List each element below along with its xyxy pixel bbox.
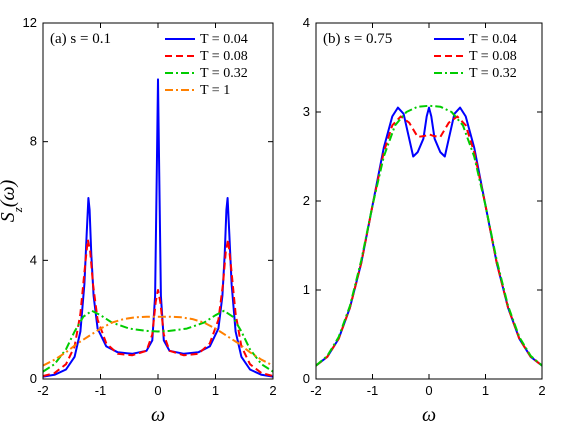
x-axis-label: ω bbox=[422, 404, 436, 426]
series-line-1 bbox=[316, 106, 542, 367]
x-tick-label: -1 bbox=[95, 383, 107, 398]
x-tick-label: 0 bbox=[154, 383, 161, 398]
x-axis-label: ω bbox=[151, 404, 165, 426]
x-tick-label: 2 bbox=[269, 383, 276, 398]
series-line-2 bbox=[316, 115, 542, 367]
x-tick-label: -1 bbox=[367, 383, 379, 398]
y-tick-label: 3 bbox=[303, 104, 310, 119]
x-tick-label: 1 bbox=[482, 383, 489, 398]
legend-entry: T = 0.08 bbox=[469, 49, 517, 64]
y-tick-label: 0 bbox=[303, 371, 310, 386]
legend-entry: T = 1 bbox=[200, 83, 230, 98]
legend-entry: T = 0.08 bbox=[200, 49, 248, 64]
legend-entry: T = 0.32 bbox=[200, 66, 248, 81]
series-line-3 bbox=[43, 309, 273, 373]
y-tick-label: 1 bbox=[303, 282, 310, 297]
x-tick-label: 1 bbox=[212, 383, 219, 398]
legend-entry: T = 0.32 bbox=[469, 66, 517, 81]
series-line-4 bbox=[43, 315, 273, 367]
y-tick-label: 2 bbox=[303, 193, 310, 208]
legend-entry: T = 0.04 bbox=[200, 32, 248, 47]
series-line-2 bbox=[43, 238, 273, 377]
panel-a: -2-101204812ωSz(ω)(a) s = 0.1T = 0.04T =… bbox=[0, 15, 277, 426]
y-tick-label: 8 bbox=[30, 134, 37, 149]
series-line-1 bbox=[43, 78, 273, 378]
series-line-3 bbox=[316, 104, 542, 367]
x-tick-label: -2 bbox=[310, 383, 322, 398]
panel-label: (b) s = 0.75 bbox=[323, 31, 392, 47]
y-axis-label: Sz(ω) bbox=[0, 179, 25, 222]
y-tick-label: 12 bbox=[23, 15, 37, 30]
y-tick-label: 0 bbox=[30, 371, 37, 386]
legend: T = 0.04 T = 0.08 T = 0.32 bbox=[434, 32, 517, 81]
x-tick-label: 0 bbox=[425, 383, 432, 398]
y-tick-label: 4 bbox=[303, 15, 310, 30]
y-tick-label: 4 bbox=[30, 252, 37, 267]
x-tick-label: -2 bbox=[37, 383, 49, 398]
panel-label: (a) s = 0.1 bbox=[50, 31, 111, 47]
legend: T = 0.04 T = 0.08 T = 0.32 T = 1 bbox=[165, 32, 248, 98]
x-tick-label: 2 bbox=[538, 383, 545, 398]
legend-entry: T = 0.04 bbox=[469, 32, 517, 47]
